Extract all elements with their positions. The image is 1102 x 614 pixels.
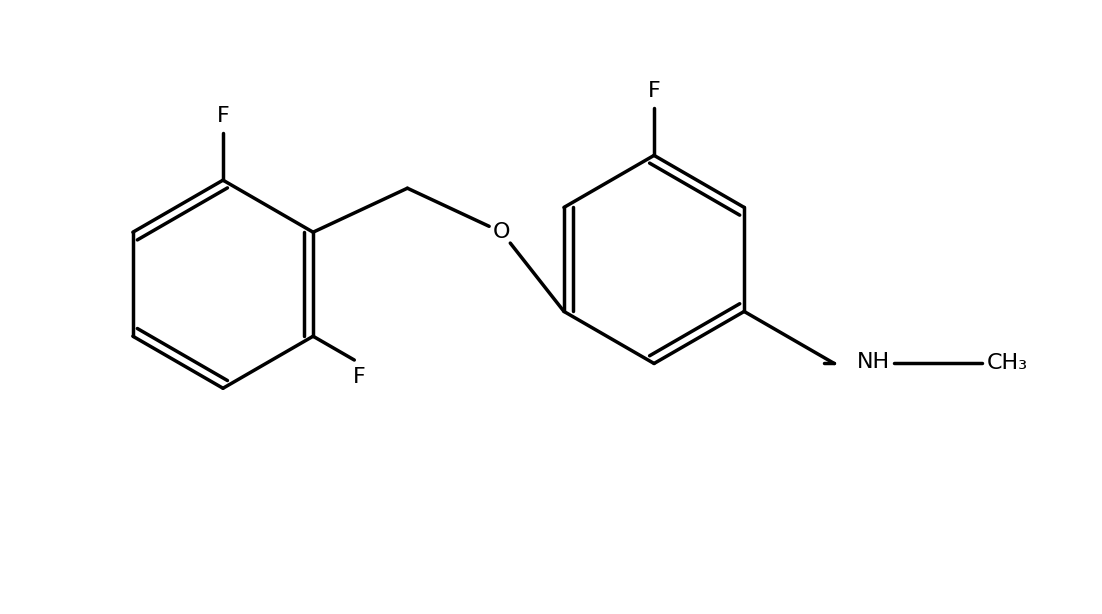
Text: O: O bbox=[493, 222, 510, 242]
Text: NH: NH bbox=[857, 351, 890, 371]
Text: F: F bbox=[217, 106, 229, 126]
Text: CH₃: CH₃ bbox=[987, 354, 1028, 373]
Text: F: F bbox=[353, 367, 366, 387]
Text: F: F bbox=[648, 81, 660, 101]
